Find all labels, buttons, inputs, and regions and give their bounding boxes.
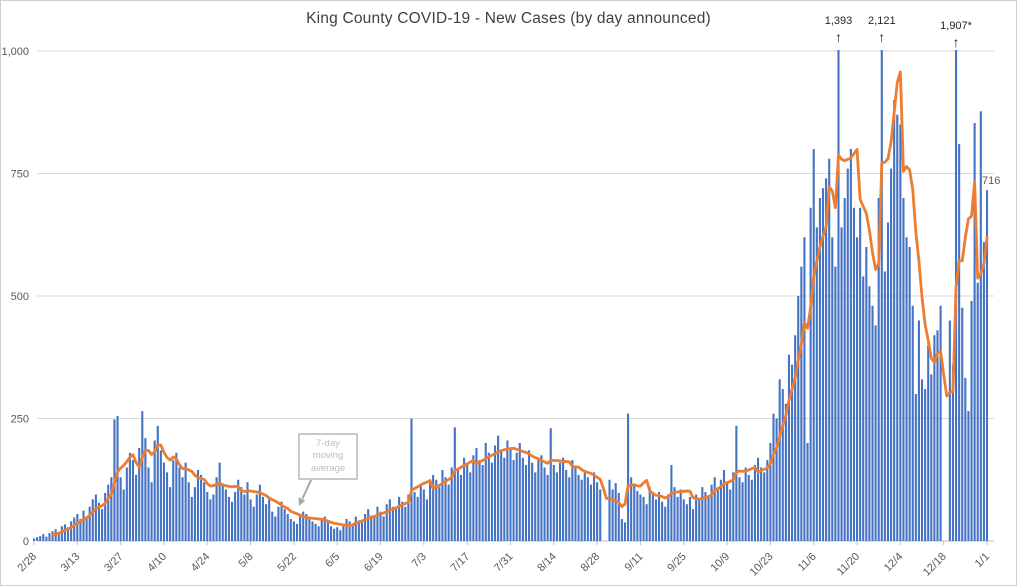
y-tick-label: 1,000 — [1, 46, 29, 58]
spike-annotation: 1,907* ↑ — [940, 20, 973, 50]
spike-annotation: 1,393 ↑ — [825, 15, 853, 45]
x-tick-label: 6/5 — [323, 551, 342, 570]
x-tick-label: 12/4 — [882, 551, 906, 575]
x-axis-labels: 2/28 3/13 3/27 4/10 4/24 5/8 5/22 6/5 6/19 7/3 7/1… — [15, 541, 992, 579]
y-tick-label: 500 — [11, 291, 29, 303]
x-tick-label: 7/17 — [449, 551, 473, 575]
y-tick-label: 250 — [11, 414, 29, 426]
spike-annotation-value: 1,393 — [825, 15, 853, 27]
x-tick-label: 9/25 — [665, 551, 689, 575]
callout-arrow — [298, 477, 313, 506]
spike-annotation-value: 2,121 — [868, 15, 896, 27]
last-point-data-label: 716 — [982, 175, 1000, 187]
spike-annotation-value: 1,907* — [940, 20, 973, 32]
x-tick-label: 11/6 — [796, 551, 819, 574]
x-tick-label: 9/11 — [623, 551, 646, 574]
x-tick-label: 11/20 — [835, 551, 862, 578]
x-tick-label: 5/22 — [275, 551, 299, 575]
x-tick-label: 3/27 — [102, 551, 126, 575]
moving-average-line — [51, 70, 989, 537]
y-tick-label: 0 — [23, 536, 29, 548]
callout-arrowhead — [298, 497, 306, 506]
x-tick-label: 4/10 — [145, 551, 169, 575]
x-tick-label: 1/1 — [973, 551, 992, 570]
arrow-up-icon: ↑ — [878, 29, 885, 45]
x-tick-label: 7/31 — [492, 551, 516, 575]
x-tick-label: 12/18 — [921, 551, 949, 579]
spike-annotation: 2,121 ↑ — [868, 15, 896, 45]
y-axis-labels: 0 250 500 750 1,000 — [1, 46, 29, 548]
x-tick-label: 8/14 — [535, 551, 559, 575]
x-tick-label: 5/8 — [236, 551, 255, 570]
x-tick-label: 2/28 — [15, 551, 39, 575]
x-tick-label: 7/3 — [410, 551, 429, 570]
x-tick-label: 10/9 — [709, 551, 733, 575]
moving-average-callout-text: 7-day moving average — [310, 437, 346, 474]
y-tick-label: 750 — [11, 169, 29, 181]
chart-title: King County COVID-19 - New Cases (by day… — [306, 10, 711, 27]
x-tick-label: 3/13 — [59, 551, 83, 575]
x-tick-label: 8/28 — [579, 551, 603, 575]
x-tick-label: 6/19 — [362, 551, 386, 575]
moving-average-callout: 7-day moving average — [298, 433, 358, 480]
arrow-up-icon: ↑ — [835, 29, 842, 45]
x-tick-label: 4/24 — [189, 551, 213, 575]
arrow-up-icon: ↑ — [953, 34, 960, 50]
callout-arrow-line — [301, 477, 313, 499]
x-tick-label: 10/23 — [748, 551, 776, 579]
